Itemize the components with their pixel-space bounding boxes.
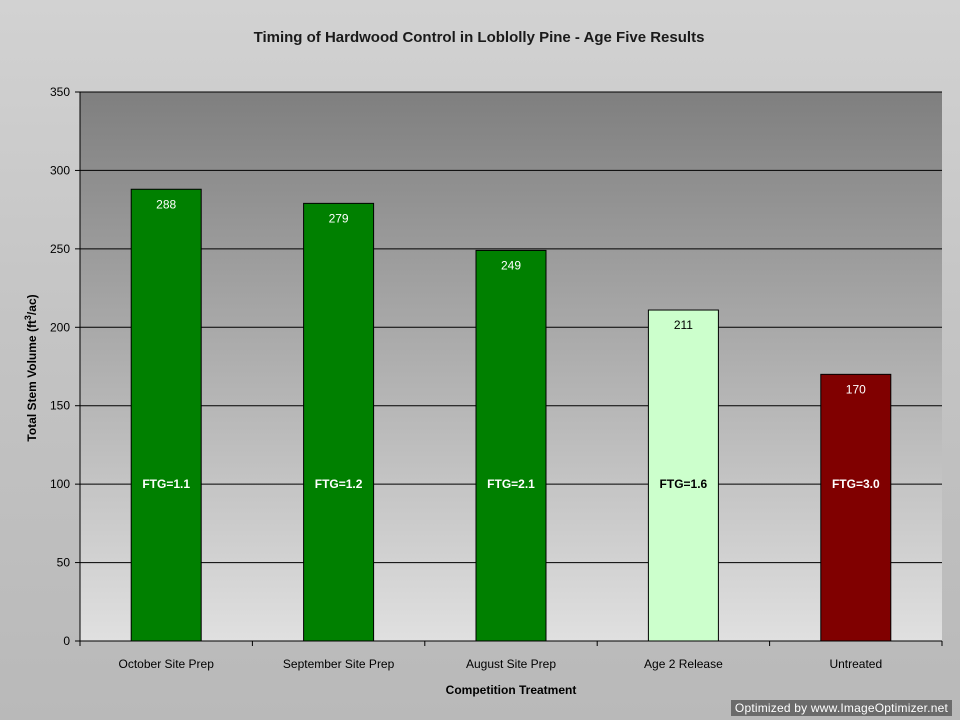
x-axis-title: Competition Treatment — [446, 683, 577, 697]
y-tick-label: 100 — [50, 477, 70, 491]
data-label: 170 — [846, 382, 866, 396]
x-tick-label: September Site Prep — [283, 657, 395, 671]
watermark-badge: Optimized by www.ImageOptimizer.net — [730, 700, 952, 716]
y-tick-label: 300 — [50, 163, 70, 177]
ftg-annotation: FTG=1.2 — [315, 477, 363, 491]
axes: 0 50 100 150 200 250 300 350 — [50, 85, 943, 648]
y-tick-label: 150 — [50, 399, 70, 413]
data-label: 249 — [501, 258, 521, 272]
x-tick-label: Age 2 Release — [644, 657, 723, 671]
y-tick-label: 250 — [50, 242, 70, 256]
x-tick-label: August Site Prep — [466, 657, 556, 671]
y-tick-label: 0 — [63, 634, 70, 648]
y-tick-label: 50 — [57, 556, 71, 570]
bar — [130, 188, 202, 642]
y-axis-title-superscript: 3 — [23, 315, 33, 320]
x-tick-label: October Site Prep — [119, 657, 215, 671]
data-label: 279 — [329, 211, 349, 225]
bars — [130, 188, 892, 642]
bar — [303, 202, 375, 642]
ftg-annotation: FTG=1.6 — [660, 477, 708, 491]
ftg-annotation: FTG=1.1 — [142, 477, 190, 491]
ftg-annotation: FTG=3.0 — [832, 477, 880, 491]
ftg-annotation: FTG=2.1 — [487, 477, 535, 491]
y-axis-title-unit: /ac) — [25, 294, 39, 315]
data-label: 288 — [156, 197, 176, 211]
bar — [820, 373, 892, 642]
bar — [647, 309, 719, 642]
labels: 288 FTG=1.1 October Site Prep 279 FTG=1.2 Sep… — [119, 197, 883, 671]
x-tick-label: Untreated — [829, 657, 882, 671]
y-axis-title: Total Stem Volume (ft3/ac) — [23, 294, 39, 441]
y-tick-label: 350 — [50, 85, 70, 99]
y-tick-label: 200 — [50, 320, 70, 334]
chart-title: Timing of Hardwood Control in Loblolly P… — [254, 29, 705, 46]
bar — [475, 249, 547, 642]
data-label: 211 — [674, 318, 693, 332]
y-axis-title-main: Total Stem Volume (ft — [25, 320, 39, 442]
